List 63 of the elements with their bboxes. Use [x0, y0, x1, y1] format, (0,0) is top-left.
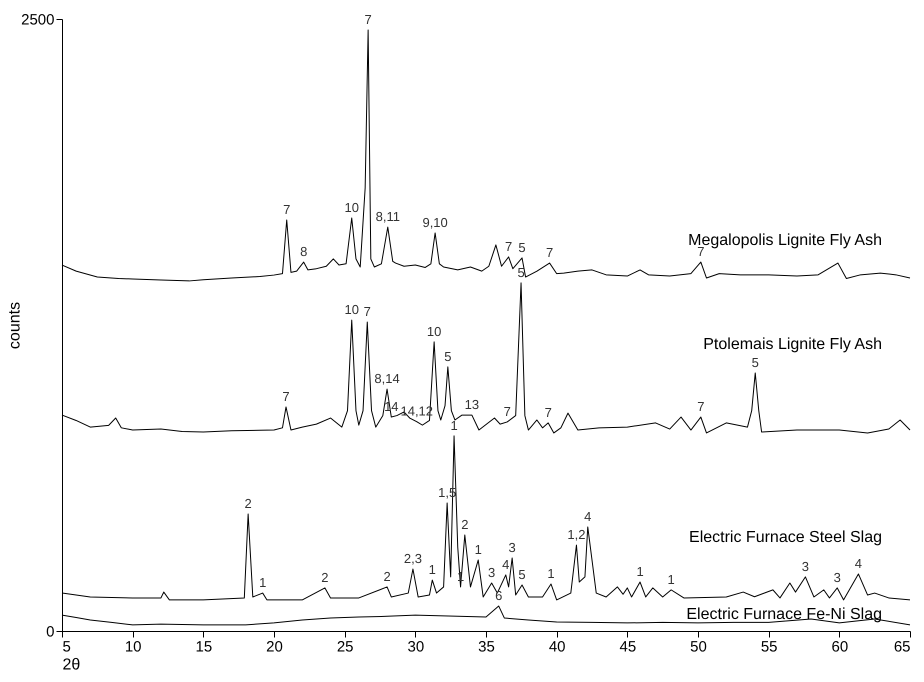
text: Electric Furnace Steel Slag: [689, 528, 882, 546]
annotation: 1: [450, 418, 458, 433]
annotation: 7: [282, 389, 290, 404]
annotation: 1,2: [567, 527, 586, 542]
annotation: 2,3: [404, 551, 422, 566]
x-tick-label: 25: [336, 638, 354, 656]
annotation: 4: [502, 556, 510, 572]
annotation: 1: [259, 575, 266, 590]
series-label: Electric Furnace Fe-Ni Slag: [686, 606, 882, 623]
x-tick-label: 60: [831, 638, 848, 656]
annotation: 2: [321, 570, 328, 585]
annotation: 2: [383, 568, 391, 584]
text: Ptolemais Lignite Fly Ash: [703, 336, 882, 354]
annotation: 2: [244, 496, 252, 511]
annotation: 1: [428, 562, 436, 578]
annotation: 3: [508, 540, 516, 556]
x-tick-label: 40: [548, 638, 566, 656]
annotation: 1: [474, 542, 482, 558]
annotation: 7: [544, 404, 552, 420]
annotation: 5: [518, 566, 526, 582]
annotation: 7: [697, 399, 704, 414]
annotation: 10: [344, 200, 359, 216]
annotation: 7: [364, 12, 372, 28]
x-tick-label: 30: [407, 638, 424, 656]
annotation: 7: [504, 238, 512, 254]
x-tick-label: 45: [619, 638, 636, 656]
annotation: 4: [584, 508, 592, 524]
x-axis-title: 2θ: [62, 656, 80, 674]
annotation: 3: [488, 565, 496, 580]
annotation: 8,14: [374, 371, 400, 386]
annotation: 1: [547, 566, 555, 581]
annotation: 7: [283, 202, 290, 217]
annotation: 7: [504, 404, 511, 419]
x-tick-label: 35: [478, 638, 495, 656]
annotation: 6: [495, 588, 502, 604]
annotation: 5: [518, 240, 526, 255]
y-tick-label: 2500: [21, 12, 54, 28]
x-tick-label: 10: [124, 638, 142, 656]
y-axis-title: counts: [6, 302, 24, 350]
annotation: 13: [464, 397, 480, 412]
annotation: 9,10: [422, 214, 448, 230]
x-tick-label: 55: [760, 638, 778, 656]
annotation: 3: [834, 570, 841, 585]
x-tick-label: 5: [62, 638, 71, 656]
annotation: 1: [668, 572, 675, 587]
annotation: 10: [344, 302, 359, 318]
annotation: 10: [426, 324, 442, 339]
annotation: 8: [300, 244, 308, 260]
annotation: 4: [854, 556, 862, 571]
annotation: 1: [636, 564, 644, 580]
annotation: 2: [461, 517, 468, 532]
annotation: 5: [444, 348, 452, 364]
annotation: 5: [752, 354, 759, 370]
annotation: 7: [364, 304, 371, 320]
x-tick-label: 65: [894, 638, 910, 656]
x-tick-label: 20: [266, 638, 283, 656]
annotation: 7: [546, 245, 554, 260]
annotation: 8,11: [376, 209, 400, 224]
x-tick-label: 15: [195, 638, 212, 656]
annotation: 5: [517, 264, 525, 280]
annotation: 3: [802, 558, 810, 574]
x-tick-label: 50: [690, 638, 707, 656]
y-tick-label: 0: [46, 624, 54, 640]
